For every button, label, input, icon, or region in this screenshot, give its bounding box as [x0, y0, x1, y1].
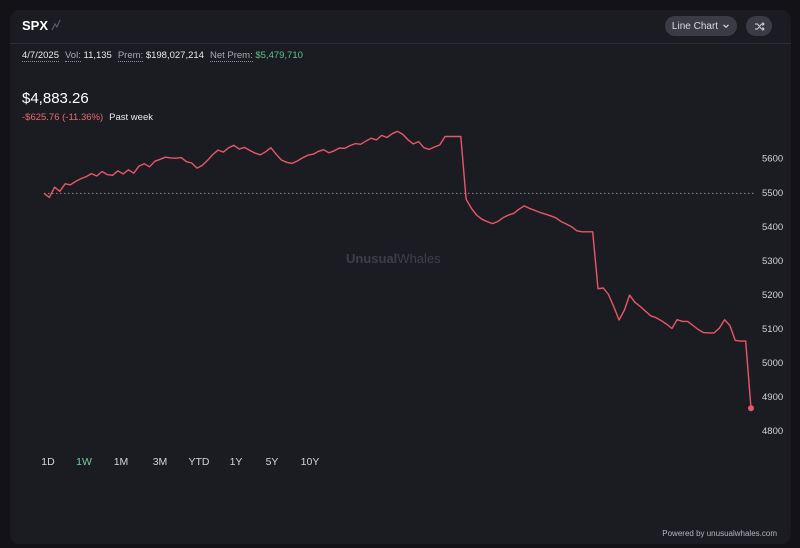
prem-label: Prem: [117, 50, 144, 62]
net-prem-label: Net Prem: [209, 50, 253, 62]
range-ytd[interactable]: YTD [188, 456, 210, 468]
current-price: $4,883.26 [22, 90, 89, 107]
time-range-selector: 1D 1W 1M 3M YTD 1Y 5Y 10Y [30, 456, 330, 468]
range-3m[interactable]: 3M [152, 456, 168, 468]
y-tick-label: 5600 [762, 154, 783, 165]
range-1d[interactable]: 1D [41, 456, 55, 468]
change-period: Past week [109, 112, 153, 123]
chart-type-dropdown[interactable]: Line Chart [665, 16, 737, 36]
chart-card: SPX Line Chart 4/7/2025 Vol: 11,135 Prem… [10, 10, 791, 544]
y-axis-ticks: 4800 4900 5000 5100 5200 5300 5400 5500 5600 [762, 154, 783, 437]
powered-by: Powered by unusualwhales.com [662, 529, 777, 538]
y-tick-label: 5000 [762, 358, 783, 369]
y-tick-label: 5500 [762, 188, 783, 199]
y-tick-label: 5200 [762, 290, 783, 301]
vol-label: Vol: [64, 50, 81, 62]
stats-row: 4/7/2025 Vol: 11,135 Prem: $198,027,214 … [22, 50, 303, 62]
shuffle-icon [754, 21, 765, 31]
stats-date: 4/7/2025 [22, 50, 59, 62]
trend-icon [51, 19, 61, 31]
card-header: SPX Line Chart [10, 10, 791, 44]
vol-stat: Vol: 11,135 [64, 50, 112, 62]
vol-value: 11,135 [83, 50, 112, 61]
chart-type-label: Line Chart [671, 20, 719, 32]
range-1m[interactable]: 1M [113, 456, 129, 468]
y-tick-label: 5100 [762, 324, 783, 335]
watermark-part1: Unusual [346, 251, 398, 266]
line-chart[interactable]: 4800 4900 5000 5100 5200 5300 5400 5500 5600 [10, 10, 791, 470]
shuffle-button[interactable] [746, 16, 772, 36]
change-value: -$625.76 (-11.36%) [22, 112, 104, 123]
range-10y[interactable]: 10Y [300, 456, 320, 468]
last-price-point [748, 405, 754, 412]
watermark-part2: Whales [397, 251, 441, 266]
watermark: UnusualWhales [346, 251, 441, 266]
ticker-symbol: SPX [22, 18, 49, 33]
y-tick-label: 5300 [762, 256, 783, 267]
prem-stat: Prem: $198,027,214 [117, 50, 204, 62]
range-1y[interactable]: 1Y [229, 456, 243, 468]
net-prem-value: $5,479,710 [255, 50, 303, 61]
chevron-down-icon [723, 24, 729, 29]
price-change: -$625.76 (-11.36%) Past week [22, 112, 153, 123]
price-line [43, 130, 752, 409]
range-1w[interactable]: 1W [76, 456, 92, 468]
net-prem-stat: Net Prem: $5,479,710 [209, 50, 303, 62]
y-tick-label: 4800 [762, 426, 783, 437]
y-tick-label: 4900 [762, 392, 783, 403]
prem-value: $198,027,214 [145, 50, 204, 61]
range-5y[interactable]: 5Y [265, 456, 279, 468]
y-tick-label: 5400 [762, 222, 783, 233]
